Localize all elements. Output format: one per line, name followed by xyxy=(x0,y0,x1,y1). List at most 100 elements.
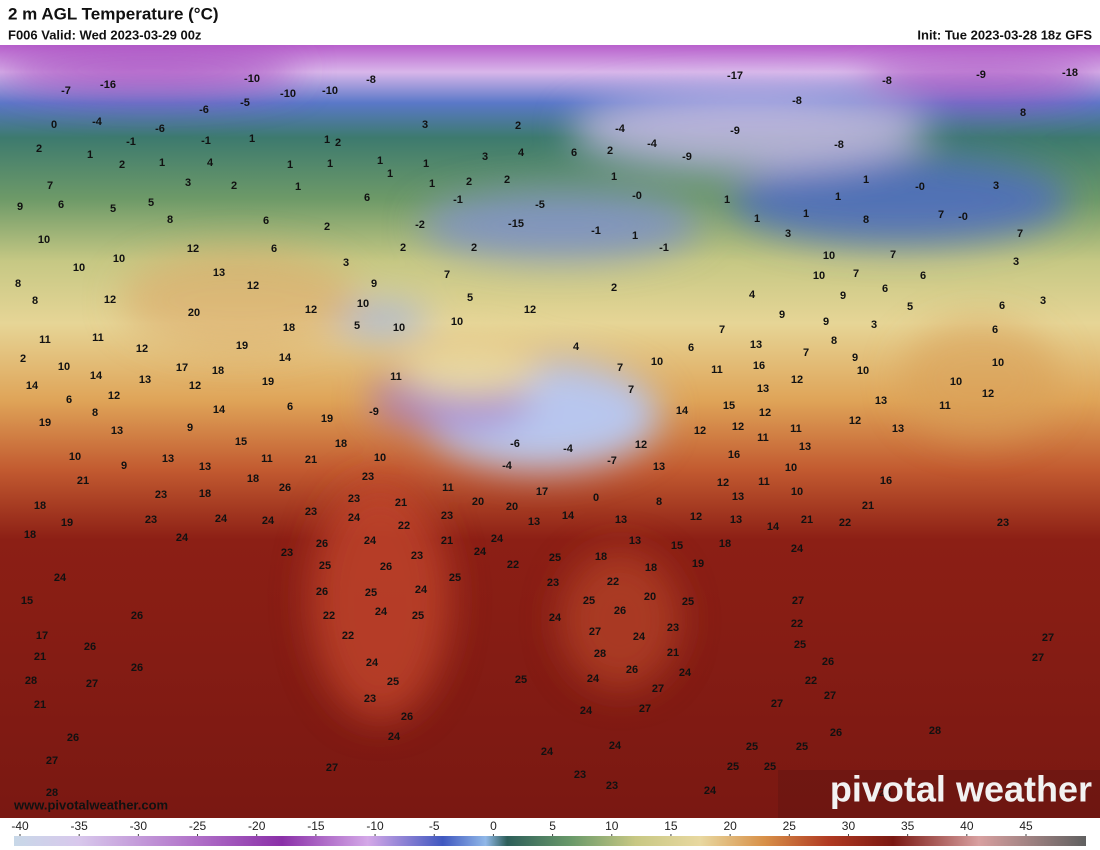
temperature-label: 4 xyxy=(518,147,525,159)
temperature-label: 6 xyxy=(999,300,1005,312)
temperature-label: 3 xyxy=(482,151,488,163)
temperature-label: 20 xyxy=(644,591,656,603)
temperature-label: 14 xyxy=(767,521,780,533)
temperature-label: 12 xyxy=(524,304,536,316)
temperature-label: 1 xyxy=(324,134,330,146)
temperature-label: 23 xyxy=(441,510,453,522)
temperature-label: 14 xyxy=(562,510,575,522)
temperature-label: 18 xyxy=(212,365,224,377)
init-time: Init: Tue 2023-03-28 18z GFS xyxy=(917,27,1092,42)
temperature-label: -4 xyxy=(563,443,574,455)
temperature-label: 13 xyxy=(750,339,762,351)
temperature-label: 11 xyxy=(939,400,951,412)
temperature-label: 9 xyxy=(840,290,846,302)
temperature-label: 5 xyxy=(907,301,913,313)
temperature-label: -6 xyxy=(510,438,520,450)
temperature-label: 12 xyxy=(690,511,702,523)
temperature-label: 14 xyxy=(213,404,226,416)
temperature-label: 5 xyxy=(467,292,473,304)
temperature-label: -6 xyxy=(155,123,165,135)
temperature-label: 7 xyxy=(853,268,859,280)
temperature-label: 19 xyxy=(236,340,248,352)
temperature-label: 8 xyxy=(167,214,173,226)
temperature-label: -7 xyxy=(61,85,71,97)
temperature-label: 20 xyxy=(506,501,518,513)
colorbar-tick-label: 5 xyxy=(549,819,556,833)
temperature-label: 26 xyxy=(316,538,328,550)
temperature-label: 24 xyxy=(633,631,646,643)
temperature-label: 23 xyxy=(574,769,586,781)
temperature-label: 7 xyxy=(47,180,53,192)
temperature-label: 24 xyxy=(491,533,504,545)
temperature-label: 26 xyxy=(131,662,143,674)
temperature-label: 8 xyxy=(92,407,98,419)
temperature-label: 7 xyxy=(890,249,896,261)
temperature-label: 15 xyxy=(723,400,735,412)
colorbar xyxy=(14,836,1086,846)
temperature-label: 19 xyxy=(321,413,333,425)
temperature-label: 10 xyxy=(823,250,835,262)
temperature-label: 28 xyxy=(879,787,891,799)
temperature-label: 27 xyxy=(792,595,804,607)
temperature-label: 10 xyxy=(38,234,50,246)
temperature-label: 18 xyxy=(335,438,347,450)
temperature-label: 27 xyxy=(771,698,783,710)
temperature-label: 15 xyxy=(235,436,247,448)
temperature-label: 21 xyxy=(305,454,317,466)
temperature-label: 9 xyxy=(823,316,829,328)
temperature-label: 22 xyxy=(507,559,519,571)
temperature-field xyxy=(0,45,1100,720)
temperature-label: 18 xyxy=(199,488,211,500)
temperature-label: 23 xyxy=(606,780,618,792)
temperature-label: 16 xyxy=(753,360,765,372)
colorbar-tick-label: -25 xyxy=(189,819,207,833)
temperature-label: -1 xyxy=(591,225,601,237)
temperature-label: 7 xyxy=(628,384,634,396)
temperature-label: 22 xyxy=(607,576,619,588)
temperature-label: 24 xyxy=(54,572,67,584)
temperature-label: 23 xyxy=(547,577,559,589)
temperature-label: 19 xyxy=(39,417,51,429)
temperature-label: 23 xyxy=(348,493,360,505)
temperature-label: 23 xyxy=(362,471,374,483)
temperature-label: 13 xyxy=(199,461,211,473)
temperature-label: 17 xyxy=(536,486,548,498)
colorbar-tick-label: -35 xyxy=(71,819,89,833)
colorbar-tick-label: -10 xyxy=(366,819,384,833)
temperature-label: 24 xyxy=(609,740,622,752)
temperature-label: 24 xyxy=(366,657,379,669)
temperature-label: 13 xyxy=(615,514,627,526)
temperature-label: 3 xyxy=(185,177,191,189)
temperature-label: 13 xyxy=(732,491,744,503)
temperature-label: -6 xyxy=(199,104,209,116)
temperature-label: 2 xyxy=(471,242,477,254)
temperature-label: 18 xyxy=(247,473,259,485)
temperature-label: 10 xyxy=(950,376,962,388)
temperature-label: 9 xyxy=(187,422,193,434)
temperature-label: 14 xyxy=(26,380,39,392)
temperature-label: 9 xyxy=(371,278,377,290)
temperature-label: 25 xyxy=(319,560,331,572)
temperature-label: -9 xyxy=(369,406,379,418)
temperature-label: 7 xyxy=(719,324,725,336)
temperature-label: 13 xyxy=(875,395,887,407)
temperature-label: 19 xyxy=(262,376,274,388)
temperature-label: 7 xyxy=(803,347,809,359)
temperature-label: 1 xyxy=(87,149,93,161)
temperature-label: 18 xyxy=(24,529,36,541)
temperature-label: 1 xyxy=(159,157,165,169)
temperature-label: 10 xyxy=(857,365,869,377)
temperature-label: 24 xyxy=(262,515,275,527)
temperature-label: 11 xyxy=(390,371,402,383)
temperature-label: 11 xyxy=(790,423,802,435)
temperature-label: 3 xyxy=(1040,295,1046,307)
temperature-label: -10 xyxy=(280,88,296,100)
temperature-label: 2 xyxy=(20,353,26,365)
temperature-label: 13 xyxy=(730,514,742,526)
temperature-label: 2 xyxy=(504,174,510,186)
temperature-label: 10 xyxy=(357,298,369,310)
temperature-label: 24 xyxy=(375,606,388,618)
temperature-label: 22 xyxy=(791,618,803,630)
temperature-label: 12 xyxy=(791,374,803,386)
